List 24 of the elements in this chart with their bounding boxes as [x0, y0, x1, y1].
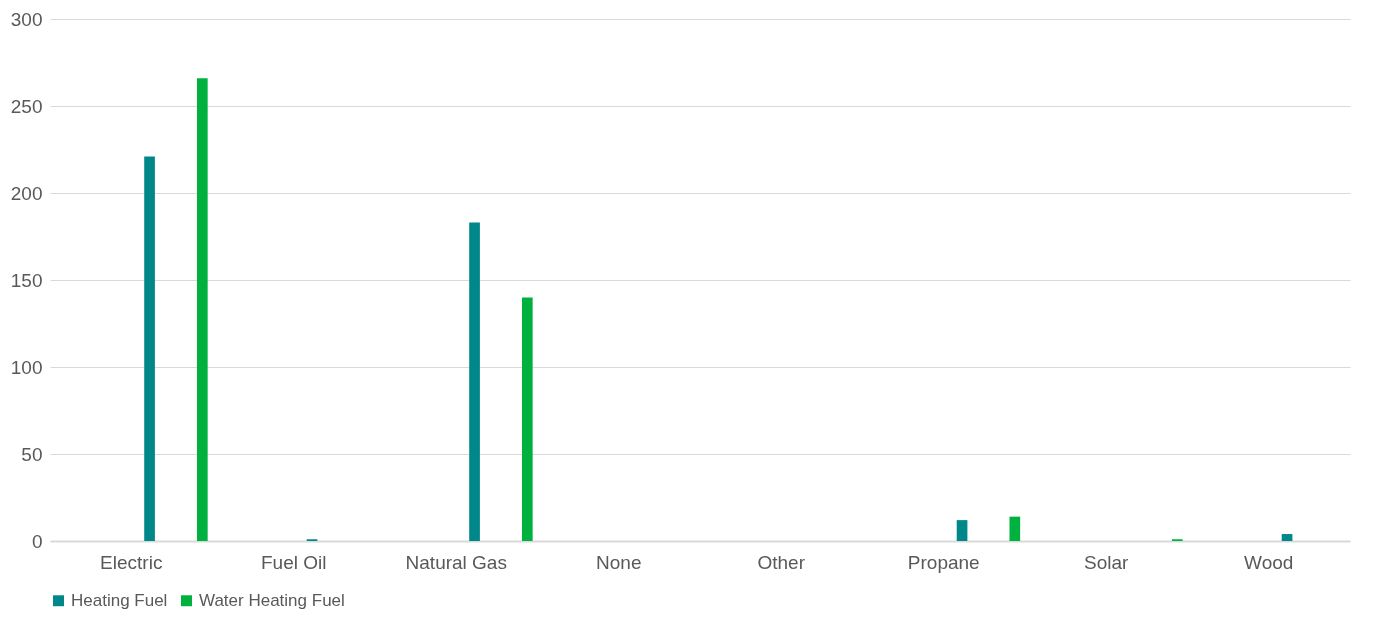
legend-label: Heating Fuel [71, 590, 168, 610]
y-tick-label: 200 [10, 182, 43, 204]
bar [956, 520, 968, 541]
y-tick-label: 150 [10, 269, 43, 291]
bar [144, 156, 155, 541]
x-tick-label: None [596, 551, 642, 573]
y-tick-label: 300 [10, 8, 43, 30]
x-tick-label: Other [757, 551, 806, 573]
legend-label: Water Heating Fuel [199, 590, 345, 610]
bar [469, 222, 480, 541]
bar [196, 78, 208, 541]
y-tick-label: 50 [21, 443, 43, 465]
bar [1009, 516, 1021, 541]
x-tick-label: Fuel Oil [261, 551, 327, 573]
x-tick-label: Solar [1084, 551, 1130, 573]
bar [521, 297, 533, 541]
y-tick-label: 100 [10, 356, 43, 378]
x-tick-label: Propane [907, 551, 980, 573]
x-tick-label: Natural Gas [405, 551, 507, 573]
y-tick-label: 250 [10, 95, 43, 117]
bar [1281, 534, 1293, 541]
y-tick-label: 0 [31, 530, 43, 552]
x-tick-label: Wood [1244, 551, 1294, 573]
x-tick-label: Electric [100, 551, 163, 573]
